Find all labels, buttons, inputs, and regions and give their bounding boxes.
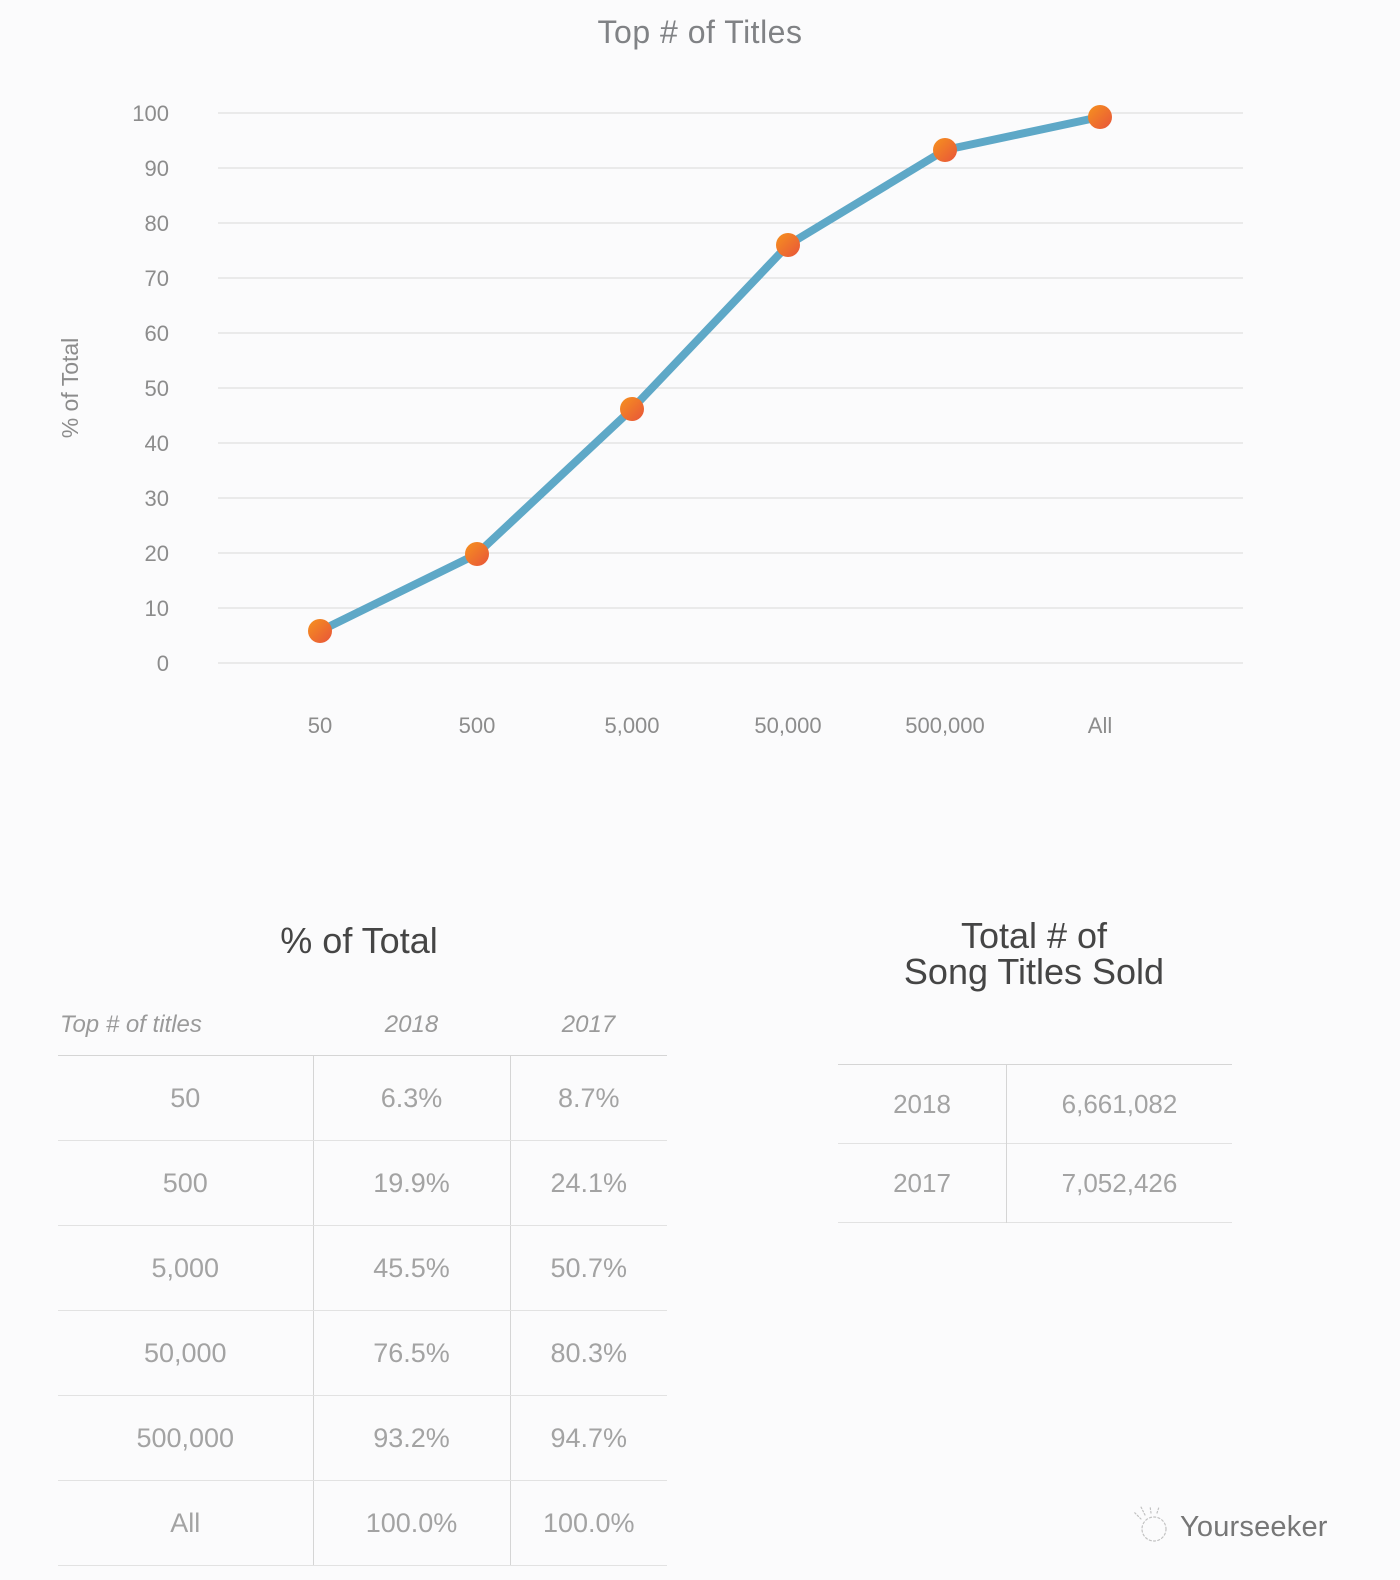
svg-text:50: 50 bbox=[145, 376, 169, 401]
svg-text:90: 90 bbox=[145, 156, 169, 181]
svg-text:30: 30 bbox=[145, 486, 169, 511]
svg-text:% of Total: % of Total bbox=[57, 338, 83, 439]
svg-text:50: 50 bbox=[308, 713, 332, 738]
svg-text:500,000: 500,000 bbox=[905, 713, 985, 738]
svg-text:0: 0 bbox=[157, 651, 169, 676]
svg-text:60: 60 bbox=[145, 321, 169, 346]
svg-text:80: 80 bbox=[145, 211, 169, 236]
svg-text:10: 10 bbox=[145, 596, 169, 621]
svg-text:500: 500 bbox=[459, 713, 496, 738]
svg-text:70: 70 bbox=[145, 266, 169, 291]
svg-text:5,000: 5,000 bbox=[604, 713, 659, 738]
svg-text:100: 100 bbox=[132, 101, 169, 126]
svg-text:20: 20 bbox=[145, 541, 169, 566]
svg-text:40: 40 bbox=[145, 431, 169, 456]
svg-text:All: All bbox=[1088, 713, 1112, 738]
svg-text:50,000: 50,000 bbox=[754, 713, 821, 738]
